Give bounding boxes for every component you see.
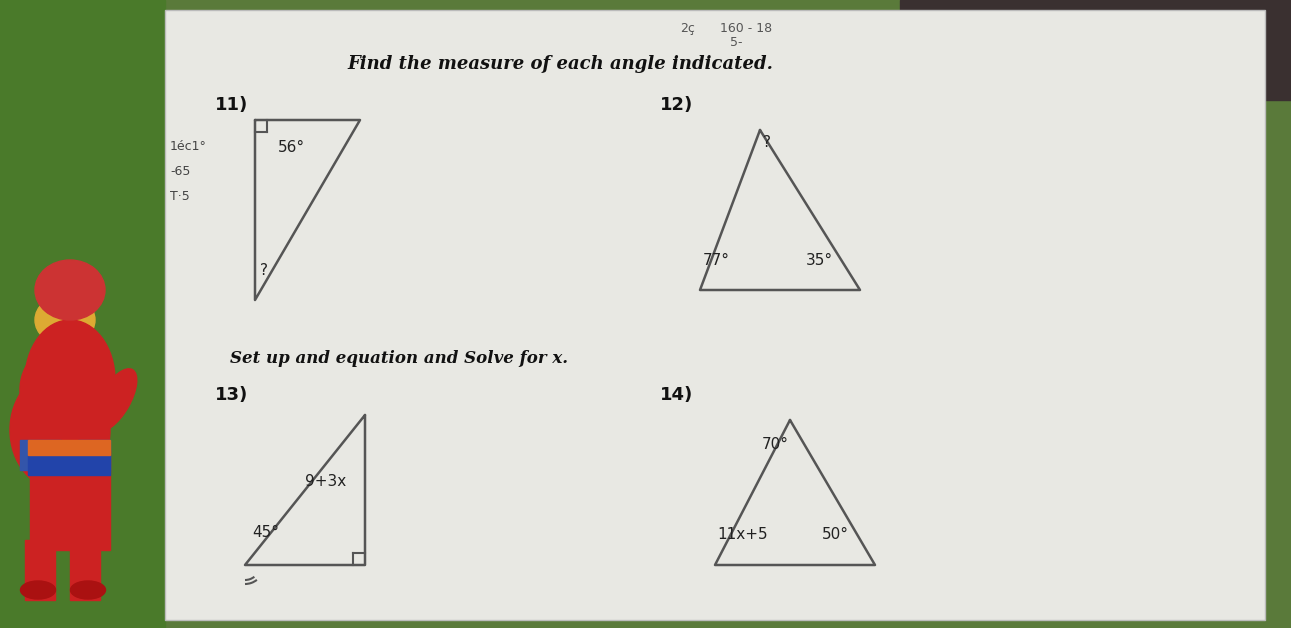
Ellipse shape — [35, 260, 105, 320]
Ellipse shape — [93, 369, 137, 431]
Text: 160 - 18: 160 - 18 — [720, 22, 772, 35]
Bar — [70, 540, 99, 600]
Text: T·5: T·5 — [170, 190, 190, 203]
Bar — [900, 0, 1291, 100]
Text: -65: -65 — [170, 165, 190, 178]
Ellipse shape — [21, 581, 56, 599]
Text: Set up and equation and Solve for x.: Set up and equation and Solve for x. — [230, 350, 568, 367]
Text: 35°: 35° — [806, 253, 833, 268]
Ellipse shape — [19, 345, 99, 435]
Text: 11): 11) — [216, 96, 248, 114]
Text: 1éc1°: 1éc1° — [170, 140, 207, 153]
FancyBboxPatch shape — [165, 10, 1265, 620]
Text: 45°: 45° — [252, 525, 279, 540]
Text: Find the measure of each angle indicated.: Find the measure of each angle indicated… — [347, 55, 773, 73]
Text: ?: ? — [259, 263, 269, 278]
Bar — [19, 440, 110, 470]
Bar — [0, 0, 165, 628]
Ellipse shape — [71, 581, 106, 599]
Text: 14): 14) — [660, 386, 693, 404]
Bar — [28, 455, 110, 475]
Bar — [30, 450, 110, 550]
Text: 50°: 50° — [822, 527, 849, 542]
Text: 9+3x: 9+3x — [305, 475, 346, 489]
Bar — [25, 540, 56, 600]
Bar — [28, 440, 110, 455]
Text: ?: ? — [763, 135, 771, 150]
Text: 77°: 77° — [704, 253, 729, 268]
Text: 5-: 5- — [729, 36, 742, 49]
Ellipse shape — [25, 320, 115, 440]
Text: 70°: 70° — [762, 437, 789, 452]
Text: 2ç: 2ç — [680, 22, 695, 35]
Text: 56°: 56° — [278, 140, 305, 155]
Ellipse shape — [10, 370, 110, 490]
Text: 13): 13) — [216, 386, 248, 404]
Ellipse shape — [35, 295, 96, 345]
Text: 11x+5: 11x+5 — [717, 527, 768, 542]
Text: 12): 12) — [660, 96, 693, 114]
